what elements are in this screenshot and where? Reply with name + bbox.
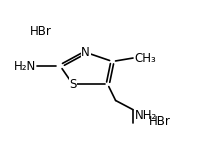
Text: CH₃: CH₃ [135, 52, 156, 65]
Text: N: N [81, 46, 90, 59]
Text: S: S [69, 78, 77, 91]
Text: HBr: HBr [149, 115, 171, 128]
Text: NH₂: NH₂ [135, 109, 157, 122]
Text: HBr: HBr [30, 25, 52, 38]
Text: H₂N: H₂N [14, 60, 37, 73]
